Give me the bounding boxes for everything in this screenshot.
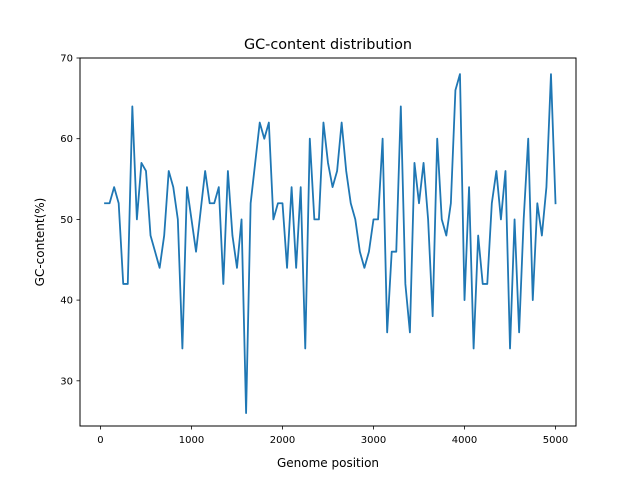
- y-tick-label: 40: [60, 296, 73, 307]
- gc-content-series-line: [104, 73, 557, 414]
- x-tick-label: 3000: [361, 435, 386, 446]
- x-tick-label: 0: [97, 435, 103, 446]
- y-tick-label: 50: [60, 215, 73, 226]
- x-axis-label: Genome position: [277, 456, 379, 470]
- y-axis-label: GC-content(%): [33, 198, 47, 287]
- x-tick-label: 5000: [543, 435, 568, 446]
- series-layer: [104, 73, 557, 414]
- axes-frame: [79, 57, 577, 427]
- y-tick-label: 30: [60, 376, 73, 387]
- y-tick-label: 60: [60, 134, 73, 145]
- y-tick-label: 70: [60, 54, 73, 65]
- plot-area: [80, 58, 576, 426]
- x-tick-label: 2000: [270, 435, 295, 446]
- chart-title: GC-content distribution: [244, 37, 412, 53]
- ticks-layer: 0 1000 2000 3000 4000 5000 30 40 50 60 70: [60, 54, 568, 447]
- x-tick-label: 1000: [179, 435, 204, 446]
- x-tick-label: 4000: [452, 435, 477, 446]
